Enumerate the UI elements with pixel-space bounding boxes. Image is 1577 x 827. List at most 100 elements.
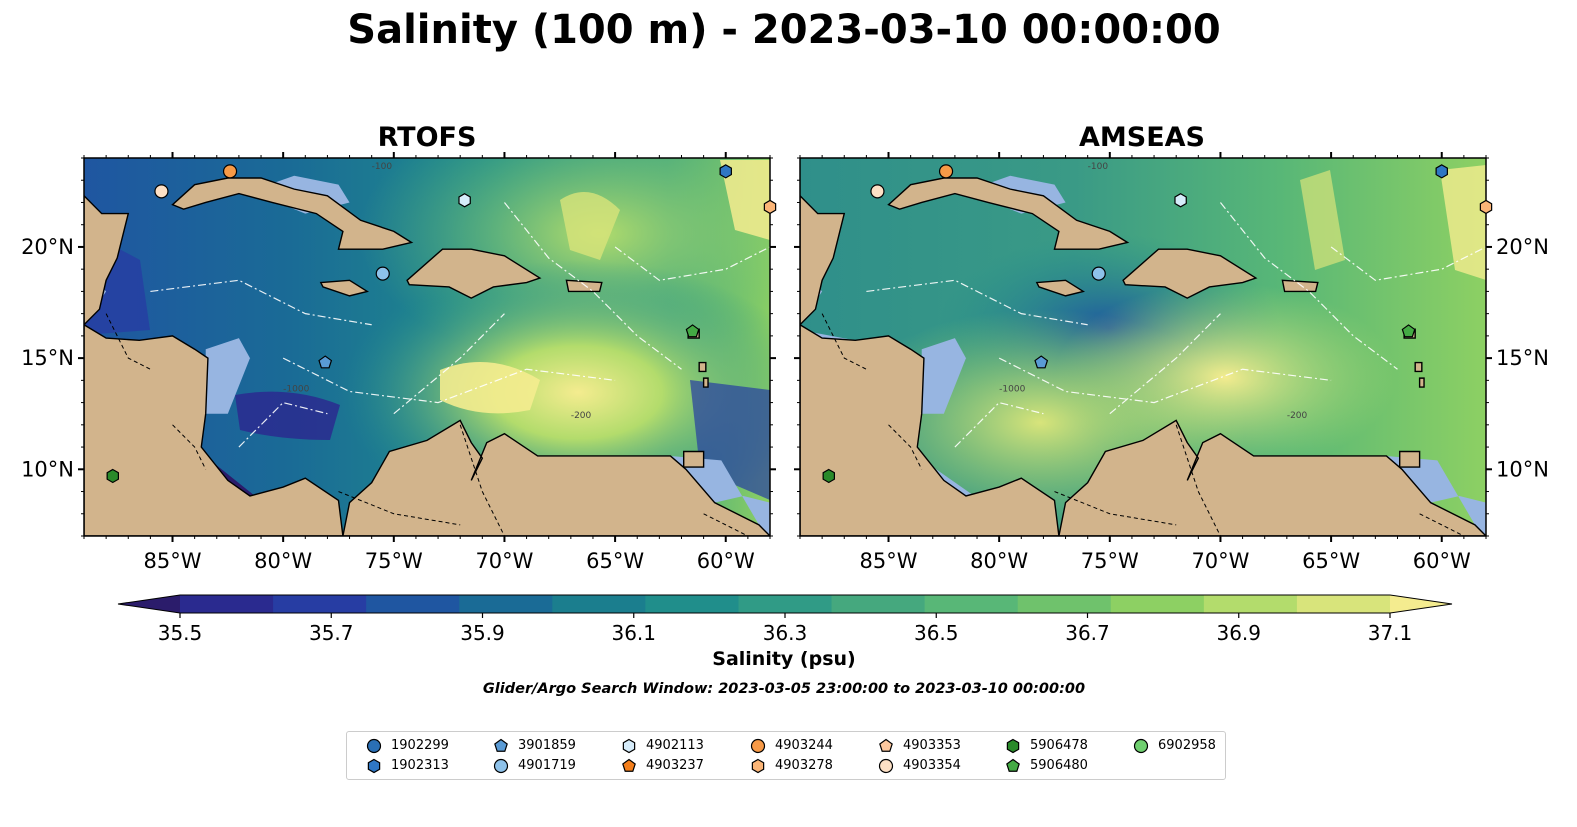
eez-boundary [866,279,1088,326]
legend-item: 1902299 [365,737,449,755]
country-border [338,491,461,526]
colorbar-tick-label: 37.1 [1368,621,1413,645]
pentagon-marker-icon [622,758,636,772]
float-marker-5906478 [822,468,836,484]
x-tick-label: 80°W [254,549,312,573]
colorbar-bin [1110,595,1205,613]
float-marker-4903354 [870,184,885,199]
y-tick-label: 10°N [21,457,74,481]
float-marker-4903354 [154,184,169,199]
landmass [1035,279,1086,297]
colorbar-tick-label: 36.5 [914,621,959,645]
y-tick-label: 15°N [21,346,74,370]
float-marker-4903278 [1479,199,1493,215]
legend-marker [879,738,893,752]
hexagon-marker-icon [1006,738,1020,754]
float-marker-1902313 [719,164,732,179]
colorbar-tick-label: 35.9 [460,621,505,645]
land-layer-rtofs: -100 -1000 -200 [84,162,770,536]
colorbar-tick-label: 36.1 [611,621,656,645]
hexagon-marker-icon [751,758,765,774]
eez-boundary [998,357,1332,404]
float-marker-4902113 [458,193,471,208]
x-tick-label: 85°W [860,549,918,573]
landmass [800,194,846,326]
colorbar-tick-label: 35.5 [158,621,203,645]
panel-title-amseas: AMSEAS [1079,122,1205,153]
pentagon-marker-icon [879,738,893,752]
pentagon-marker-icon [494,738,508,752]
colorbar-extend-low [118,595,180,613]
float-marker-4901719 [375,266,390,281]
legend-item: 4902113 [620,737,704,755]
colorbar-bin [366,595,460,613]
x-tick-label: 85°W [144,549,202,573]
x-tick-label: 80°W [970,549,1028,573]
eez-boundary [150,279,372,326]
landmass [1122,248,1258,299]
float-marker-1902313 [1435,164,1448,179]
x-tick-label: 60°W [1413,549,1471,573]
float-marker-3901859 [1034,355,1049,369]
legend-marker [1133,738,1149,754]
country-border [1054,491,1177,526]
legend-marker [1006,738,1020,754]
axis-ticks-rtofs: 85°W 80°W 75°W 70°W 65°W 60°W 10°N 15°N 20°N [21,152,776,573]
x-tick-label: 70°W [475,549,533,573]
hexagon-marker-icon [622,738,636,754]
legend-marker [1006,758,1020,772]
pentagon-marker-icon [1006,758,1020,772]
shelf-area [670,455,770,536]
country-border [172,424,207,470]
colorbar-bin [831,595,926,613]
landmass [1414,361,1423,373]
landmass [342,419,770,536]
legend-item: 1902313 [365,757,449,775]
legend-label: 4903244 [775,738,833,753]
legend-label: 6902958 [1158,738,1216,753]
legend-marker [493,758,509,774]
legend-marker [366,738,382,754]
legend-marker [367,758,381,774]
float-marker-5906480 [1401,324,1416,338]
contour-label: -1000 [999,384,1025,394]
float-marker-5906480 [685,324,700,338]
country-border [888,424,923,470]
legend-item: 6902958 [1132,737,1216,755]
map-panel-rtofs: RTOFS -100 -1000 -200 85°W 80°W 75°W 70°W 65°W… [21,122,777,573]
colorbar-segments [117,594,1453,614]
country-border [1175,424,1221,536]
legend-label: 4903278 [775,758,833,773]
shelf-area [1386,455,1486,536]
axis-ticks-amseas: 85°W 80°W 75°W 70°W 65°W 60°W 10°N 15°N 20°N [794,152,1549,573]
colorbar-bin [459,595,553,613]
landmass [887,177,1130,250]
colorbar-bin [1296,595,1391,613]
x-tick-label: 70°W [1191,549,1249,573]
legend-item: 4903237 [620,757,704,775]
landmass [1058,419,1486,536]
colorbar: 35.5 35.7 35.9 36.1 36.3 36.5 36.7 36.9 37.1 Sal… [117,594,1453,670]
eez-boundary [238,401,328,448]
legend-item: 4903244 [749,737,833,755]
contour-label: -100 [372,162,393,172]
circle-marker-icon [366,738,382,754]
y-tick-label: 20°N [1496,235,1549,259]
landmass [171,177,414,250]
landmass [1418,377,1425,388]
colorbar-bin [273,595,367,613]
shelf-area [921,338,966,414]
eez-boundary [1109,313,1221,415]
x-tick-label: 65°W [586,549,644,573]
legend-item: 4903354 [877,757,961,775]
legend-label: 5906480 [1030,758,1088,773]
map-panel-amseas: AMSEAS -100 -1000 -200 85°W 80°W 75°W 70°W 65°… [794,122,1549,573]
shelf-area [205,338,250,414]
land-layer-amseas: -100 -1000 -200 [800,162,1486,536]
legend-label: 4901719 [518,758,576,773]
colorbar-tick-label: 36.9 [1216,621,1261,645]
float-markers-rtofs [106,164,777,484]
legend-label: 5906478 [1030,738,1088,753]
float-marker-5906478 [106,468,120,484]
